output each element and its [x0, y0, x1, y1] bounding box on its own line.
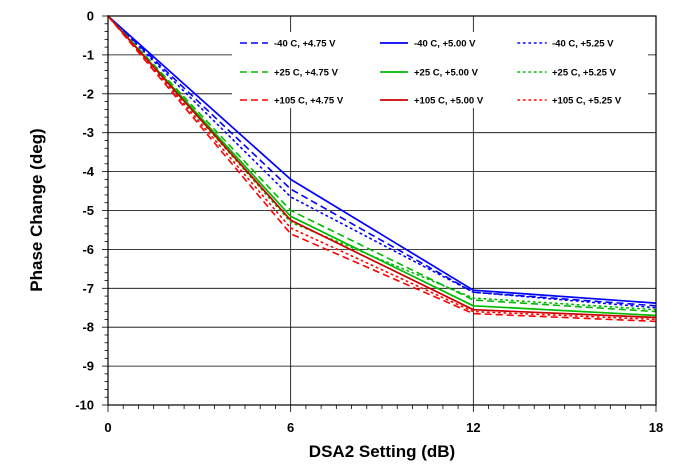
- y-tick-label: -6: [82, 242, 94, 257]
- legend-label-1: -40 C, +5.00 V: [414, 39, 476, 50]
- x-tick-label: 0: [104, 420, 111, 435]
- y-tick-label: -9: [82, 359, 94, 374]
- x-tick-label: 18: [649, 420, 663, 435]
- x-tick-label: 6: [287, 420, 294, 435]
- series-lines: [107, 15, 657, 323]
- series-line-8: [107, 15, 657, 321]
- y-tick-label: 0: [87, 9, 94, 24]
- legend-label-8: +105 C, +5.25 V: [552, 96, 622, 107]
- y-tick-label: -4: [82, 164, 94, 179]
- legend-label-6: +105 C, +4.75 V: [274, 96, 344, 107]
- x-tick-labels: 0 6 12 18: [104, 420, 663, 435]
- plot-frame: [107, 15, 657, 406]
- legend-label-2: -40 C, +5.25 V: [552, 39, 614, 50]
- y-tick-label: -8: [82, 320, 94, 335]
- series-line-4: [107, 15, 657, 317]
- y-tick-label: -7: [82, 281, 94, 296]
- series-line-1: [107, 15, 657, 304]
- series-line-0: [107, 15, 657, 307]
- y-tick-label: -2: [82, 86, 94, 101]
- legend-label-3: +25 C, +4.75 V: [274, 68, 339, 79]
- legend-label-5: +25 C, +5.25 V: [552, 68, 617, 79]
- y-tick-label: -3: [82, 125, 94, 140]
- legend: -40 C, +4.75 V -40 C, +5.00 V -40 C, +5.25…: [232, 32, 648, 108]
- y-tick-label: -5: [82, 203, 94, 218]
- x-axis-title: DSA2 Setting (dB): [309, 442, 455, 461]
- series-line-7: [107, 15, 657, 319]
- x-tick-label: 12: [466, 420, 480, 435]
- legend-label-4: +25 C, +5.00 V: [414, 68, 479, 79]
- y-tick-label: -1: [82, 47, 94, 62]
- y-tick-label: -10: [75, 398, 94, 413]
- series-line-2: [107, 15, 657, 309]
- series-line-6: [107, 15, 657, 323]
- y-tick-labels: 0 -1 -2 -3 -4 -5 -6 -7 -8 -9 -10: [75, 9, 95, 413]
- y-axis-title: Phase Change (deg): [27, 128, 46, 291]
- legend-box: [232, 32, 648, 108]
- series-line-3: [107, 15, 657, 313]
- legend-label-7: +105 C, +5.00 V: [414, 96, 484, 107]
- legend-label-0: -40 C, +4.75 V: [274, 39, 336, 50]
